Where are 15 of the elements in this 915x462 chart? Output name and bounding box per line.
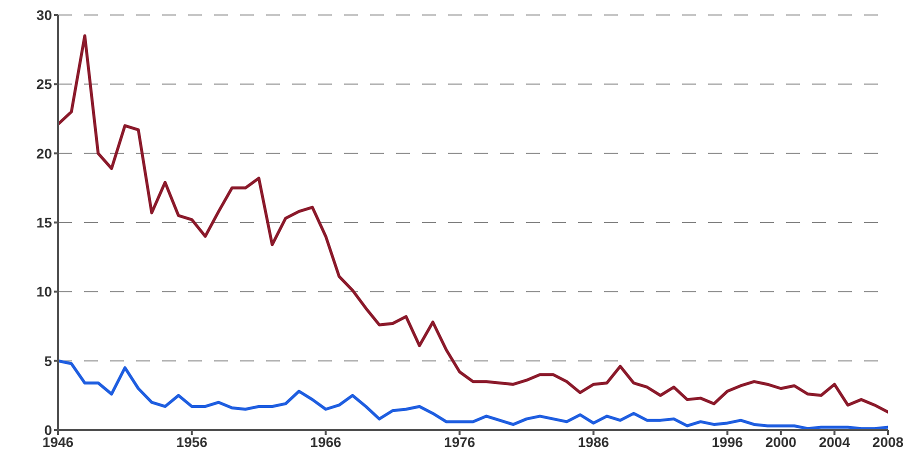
x-tick-label: 1996 — [712, 434, 744, 450]
x-tick-label: 1976 — [444, 434, 476, 450]
x-tick-label: 2004 — [818, 434, 850, 450]
y-tick-label: 15 — [36, 214, 52, 230]
x-tick-label: 2008 — [872, 434, 904, 450]
y-tick-label: 25 — [36, 76, 52, 92]
x-tick-label: 1966 — [310, 434, 342, 450]
line-series — [58, 34, 888, 414]
y-tick-label: 5 — [44, 352, 52, 369]
x-tick-label: 1956 — [176, 434, 208, 450]
x-tick-label: 2000 — [765, 434, 797, 450]
y-tick-label: 20 — [36, 145, 52, 162]
y-tick-label: 30 — [36, 6, 52, 23]
y-tick-label: 10 — [36, 284, 52, 300]
x-tick-label: 1986 — [578, 434, 610, 450]
